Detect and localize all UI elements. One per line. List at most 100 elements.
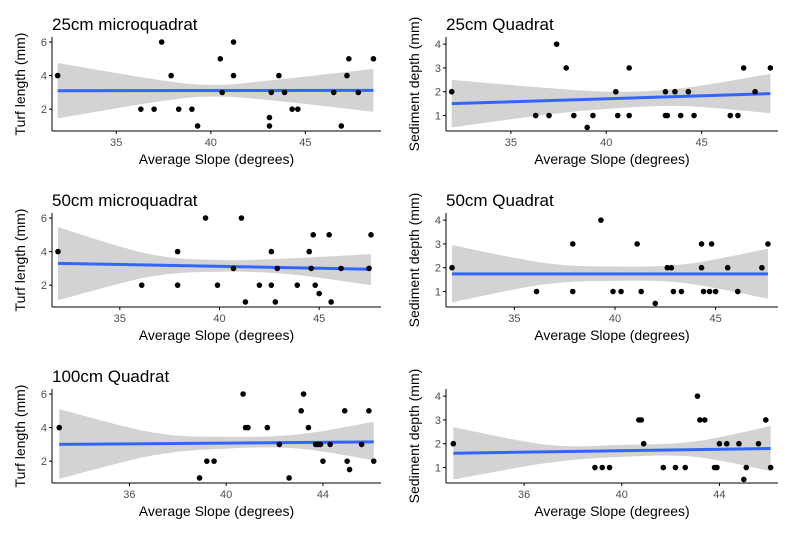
data-point	[613, 88, 619, 95]
data-point	[54, 72, 61, 79]
data-point	[300, 391, 307, 397]
data-point	[158, 39, 165, 45]
data-point	[366, 408, 372, 414]
y-tick-label: 2	[435, 87, 441, 99]
data-point	[268, 89, 275, 96]
data-point	[599, 464, 606, 471]
panel-title: 100cm Quadrat	[52, 367, 169, 386]
y-tick-label: 6	[41, 389, 47, 401]
data-point	[214, 282, 221, 288]
y-tick-label: 1	[435, 463, 441, 475]
data-point	[553, 41, 560, 47]
data-point	[755, 440, 762, 447]
panel-3: 35 40 45 2 4 6 50cm microquadrat Average Slope …	[12, 191, 381, 343]
x-tick-label: 45	[313, 313, 325, 325]
data-point	[305, 424, 312, 431]
data-point	[358, 441, 365, 448]
y-tick-label: 1	[435, 111, 441, 123]
data-point	[708, 241, 715, 247]
data-point	[698, 241, 705, 247]
data-point	[295, 106, 301, 112]
x-tick-label: 44	[713, 489, 725, 501]
x-tick-label: 45	[696, 137, 708, 149]
data-point	[202, 215, 209, 221]
data-point	[740, 65, 747, 71]
x-tick-label: 36	[123, 489, 135, 501]
data-point	[759, 264, 765, 271]
y-axis-label: Turf length (mm)	[12, 33, 28, 136]
x-tick-label: 45	[709, 313, 721, 325]
panel-1: 35 40 45 2 4 6 25cm microquadrat Average Slope …	[12, 15, 381, 167]
y-tick-label: 4	[41, 247, 47, 259]
data-point	[614, 112, 621, 119]
data-point	[714, 464, 720, 471]
data-point	[682, 464, 689, 471]
x-tick-label: 40	[600, 137, 612, 149]
data-point	[741, 476, 747, 483]
data-point	[762, 417, 769, 423]
y-tick-label: 6	[41, 213, 47, 225]
data-point	[618, 288, 624, 295]
data-point	[765, 241, 771, 247]
data-point	[640, 440, 647, 447]
data-point	[590, 112, 596, 119]
data-point	[268, 282, 275, 288]
data-point	[355, 89, 362, 96]
panel-title: 25cm Quadrat	[446, 15, 554, 34]
data-point	[196, 475, 203, 481]
data-point	[194, 123, 201, 129]
data-point	[189, 106, 195, 112]
data-point	[448, 88, 455, 95]
fit-line	[451, 92, 771, 106]
x-axis-label: Average Slope (degrees)	[139, 151, 294, 167]
y-axis-label: Sediment depth (mm)	[406, 369, 422, 504]
fit-line	[57, 261, 372, 271]
x-tick-label: 36	[518, 489, 530, 501]
data-point	[368, 232, 374, 238]
data-point	[691, 112, 697, 119]
data-point	[672, 464, 679, 471]
y-axis-label: Turf length (mm)	[12, 385, 28, 488]
data-point	[346, 56, 352, 62]
data-point	[712, 288, 719, 295]
x-axis-label: Average Slope (degrees)	[534, 151, 689, 167]
panel-title: 50cm Quadrat	[446, 191, 554, 210]
data-point	[55, 248, 61, 255]
data-point	[662, 88, 669, 95]
x-tick-label: 35	[110, 137, 122, 149]
data-point	[449, 264, 455, 271]
y-tick-label: 4	[435, 391, 441, 403]
data-point	[230, 265, 237, 272]
data-point	[312, 282, 319, 288]
x-axis-label: Average Slope (degrees)	[534, 503, 689, 519]
data-point	[264, 424, 271, 431]
data-point	[306, 248, 313, 255]
data-point	[546, 112, 552, 119]
data-point	[610, 288, 616, 295]
data-point	[767, 65, 774, 71]
y-axis-label: Turf length (mm)	[12, 209, 28, 312]
y-tick-label: 1	[435, 287, 441, 299]
data-point	[338, 265, 344, 272]
data-point	[219, 89, 225, 96]
data-point	[341, 408, 348, 414]
data-point	[652, 300, 659, 307]
data-point	[266, 123, 273, 129]
y-tick-label: 2	[41, 280, 47, 292]
data-point	[338, 123, 345, 129]
data-point	[211, 458, 217, 464]
data-point	[294, 282, 301, 288]
data-point	[320, 458, 326, 464]
x-tick-label: 45	[299, 137, 311, 149]
x-axis-label: Average Slope (degrees)	[139, 503, 294, 519]
data-point	[276, 72, 282, 79]
y-axis-label: Sediment depth (mm)	[406, 193, 422, 328]
y-tick-label: 2	[41, 456, 47, 468]
data-point	[450, 440, 457, 447]
panel-6: 36 40 44 1 2 3 4 Average Slope (degrees) Sedimen…	[406, 369, 778, 519]
data-point	[56, 424, 63, 431]
data-point	[174, 248, 181, 255]
data-point	[217, 56, 224, 62]
x-tick-label: 40	[609, 313, 621, 325]
